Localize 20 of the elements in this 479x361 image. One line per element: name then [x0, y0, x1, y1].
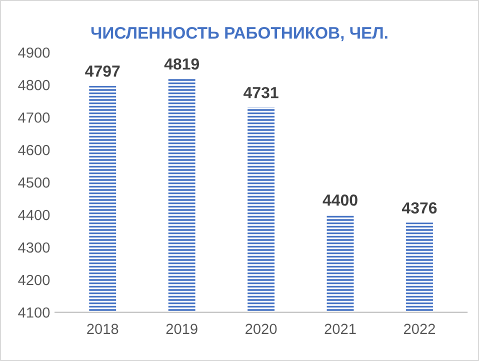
- chart-title: ЧИСЛЕННОСТЬ РАБОТНИКОВ, ЧЕЛ.: [91, 26, 388, 42]
- x-tick-label: 2022: [404, 324, 435, 334]
- y-tick-label: 4100: [18, 307, 50, 318]
- y-tick-label: 4600: [18, 144, 50, 156]
- y-tick-label: 4200: [18, 274, 50, 286]
- y-tick-label: 4500: [18, 177, 50, 188]
- y-tick-label: 4400: [18, 210, 50, 220]
- data-label: 4797: [85, 65, 120, 77]
- x-tick-label: 2021: [324, 324, 356, 334]
- x-tick-label: 2018: [87, 324, 118, 334]
- data-label: 4731: [244, 86, 278, 98]
- data-label: 4819: [164, 58, 200, 70]
- y-tick-label: 4800: [18, 80, 50, 90]
- x-tick-label: 2020: [246, 324, 277, 334]
- data-label: 4376: [402, 202, 437, 214]
- y-tick-label: 4900: [18, 47, 50, 58]
- y-tick-label: 4300: [18, 242, 50, 253]
- y-tick-label: 4700: [18, 112, 50, 123]
- x-tick-label: 2019: [166, 324, 198, 334]
- data-label: 4400: [322, 194, 358, 206]
